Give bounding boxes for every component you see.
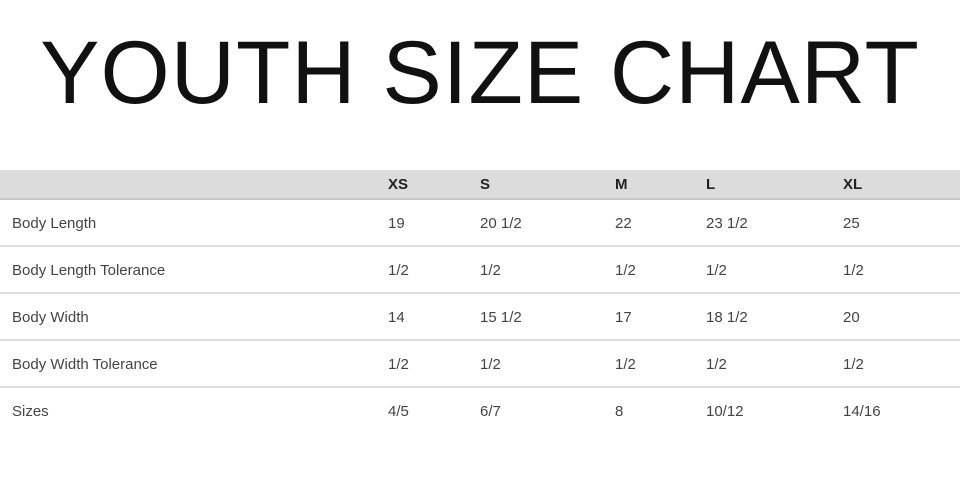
row-label: Body Length: [12, 215, 97, 232]
table-cell: 20 1/2: [480, 215, 522, 232]
size-table: XS S M L XL Body Length 19 20 1/2 22 23 1/2 2…: [0, 170, 960, 433]
table-cell: 1/2: [615, 262, 636, 279]
table-cell: 1/2: [843, 262, 864, 279]
table-cell: 17: [615, 309, 632, 326]
table-cell: 4/5: [388, 403, 409, 420]
table-cell: 18 1/2: [706, 309, 748, 326]
page-title: YOUTH SIZE CHART: [40, 22, 920, 122]
table-cell: 1/2: [706, 262, 727, 279]
row-label: Sizes: [12, 403, 49, 420]
table-row: Body Length 19 20 1/2 22 23 1/2 25: [0, 200, 960, 247]
row-label: Body Width Tolerance: [12, 356, 158, 373]
table-cell: 19: [388, 215, 405, 232]
table-row: Body Length Tolerance 1/2 1/2 1/2 1/2 1/2: [0, 247, 960, 294]
table-cell: 1/2: [388, 356, 409, 373]
table-header: XS S M L XL: [0, 170, 960, 200]
row-label: Body Length Tolerance: [12, 262, 166, 279]
table-cell: 23 1/2: [706, 215, 748, 232]
table-cell: 6/7: [480, 403, 501, 420]
column-header-l: L: [706, 176, 716, 193]
table-cell: 25: [843, 215, 860, 232]
table-cell: 1/2: [480, 356, 501, 373]
table-cell: 20: [843, 309, 860, 326]
table-cell: 1/2: [615, 356, 636, 373]
table-cell: 14/16: [843, 403, 881, 420]
table-cell: 15 1/2: [480, 309, 522, 326]
table-cell: 1/2: [706, 356, 727, 373]
table-cell: 8: [615, 403, 624, 420]
table-row: Sizes 4/5 6/7 8 10/12 14/16: [0, 388, 960, 433]
table-cell: 1/2: [480, 262, 501, 279]
table-cell: 1/2: [388, 262, 409, 279]
row-label: Body Width: [12, 309, 89, 326]
table-cell: 1/2: [843, 356, 864, 373]
column-header-xs: XS: [388, 176, 409, 193]
table-cell: 10/12: [706, 403, 744, 420]
table-cell: 14: [388, 309, 405, 326]
table-row: Body Width Tolerance 1/2 1/2 1/2 1/2 1/2: [0, 341, 960, 388]
table-row: Body Width 14 15 1/2 17 18 1/2 20: [0, 294, 960, 341]
column-header-m: M: [615, 176, 628, 193]
table-cell: 22: [615, 215, 632, 232]
column-header-s: S: [480, 176, 491, 193]
column-header-xl: XL: [843, 176, 863, 193]
